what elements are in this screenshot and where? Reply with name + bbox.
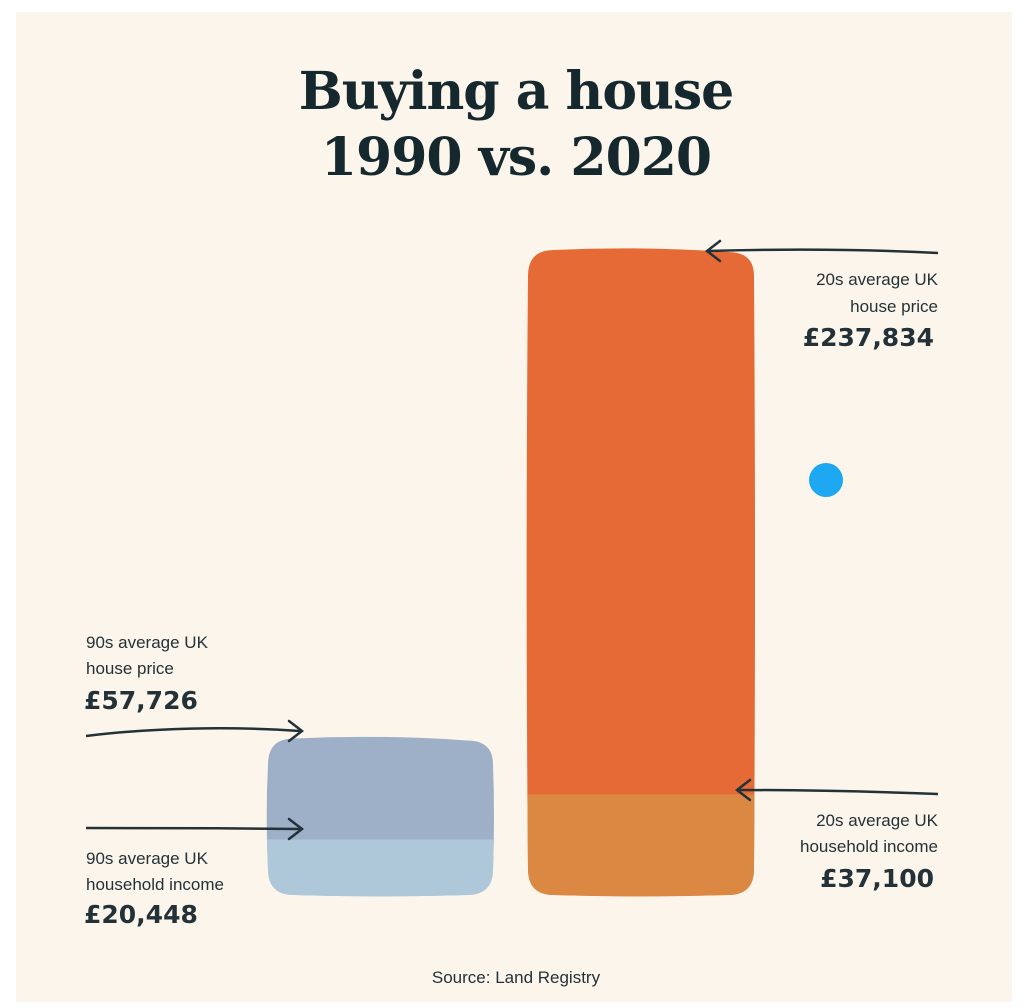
title-line-2: 1990 vs. 2020 <box>320 127 712 188</box>
arrow-house-2020-head <box>704 239 722 263</box>
arrow-income-1990-head <box>287 817 305 841</box>
bar-household-income-2020 <box>526 794 756 897</box>
decorative-dot <box>809 463 843 497</box>
bars-1990 <box>266 736 495 897</box>
label-income-1990-line1: 90s average UK <box>86 849 208 868</box>
label-house-1990-line1: 90s average UK <box>86 633 208 652</box>
infographic-background <box>16 12 1012 1002</box>
bar-household-income-1990 <box>266 839 495 897</box>
label-income-2020-line1: 20s average UK <box>816 811 938 830</box>
arrow-house-1990 <box>85 727 301 738</box>
label-income-2020-line2: household income <box>800 837 938 856</box>
source-note: Source: Land Registry <box>431 968 601 987</box>
label-income-1990-line2: household income <box>86 875 224 894</box>
arrow-income-2020-head <box>734 778 752 802</box>
value-income-1990: £20,448 <box>84 900 198 929</box>
title-line-1: Buying a house <box>298 61 734 122</box>
bar-house-price-2020 <box>526 248 756 897</box>
value-house-2020: £237,834 <box>802 323 934 352</box>
arrow-house-2020 <box>707 248 939 255</box>
value-house-1990: £57,726 <box>84 686 198 715</box>
label-house-2020-line2: house price <box>850 297 938 316</box>
label-house-1990-line2: house price <box>86 659 174 678</box>
annotation-arrows <box>85 239 939 841</box>
bars-2020 <box>526 248 756 897</box>
value-income-2020: £37,100 <box>820 864 934 893</box>
arrow-house-1990-head <box>287 719 305 743</box>
label-house-2020-line1: 20s average UK <box>816 270 938 289</box>
arrow-income-1990 <box>85 826 301 831</box>
arrow-income-2020 <box>737 788 939 796</box>
